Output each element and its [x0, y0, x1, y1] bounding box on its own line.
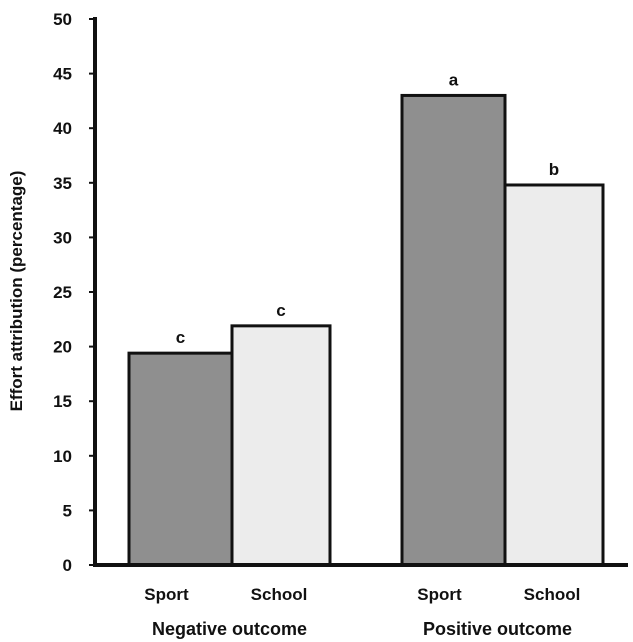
y-tick-label: 35 [53, 174, 72, 193]
y-tick-label: 50 [53, 10, 72, 29]
y-tick-label: 20 [53, 338, 72, 357]
category-labels: Sport School Sport School [144, 585, 580, 604]
bar-negative-outcome-sport [127, 351, 234, 567]
y-tick-label: 45 [53, 65, 72, 84]
category-label: School [524, 585, 581, 604]
group-labels: Negative outcome Positive outcome [152, 619, 572, 639]
category-label: School [251, 585, 308, 604]
bar-negative-outcome-school [230, 324, 332, 567]
bar-positive-outcome-sport [400, 93, 507, 567]
group-label: Negative outcome [152, 619, 307, 639]
bars-layer: c c a b [127, 70, 605, 567]
bar-positive-outcome-school [503, 183, 605, 567]
y-axis-ticks: 0 5 10 15 20 25 30 35 40 45 50 [53, 10, 95, 575]
category-label: Sport [417, 585, 462, 604]
significance-letter: b [549, 160, 559, 179]
y-tick-label: 5 [63, 501, 72, 520]
y-tick-label: 15 [53, 392, 72, 411]
y-tick-label: 0 [63, 556, 72, 575]
significance-letter: c [276, 301, 285, 320]
y-axis-title: Effort attribution (percentage) [7, 171, 26, 412]
y-tick-label: 30 [53, 228, 72, 247]
y-tick-label: 25 [53, 283, 72, 302]
significance-letter: c [176, 328, 185, 347]
y-tick-label: 10 [53, 447, 72, 466]
group-label: Positive outcome [423, 619, 572, 639]
category-label: Sport [144, 585, 189, 604]
significance-letter: a [449, 70, 459, 89]
y-tick-label: 40 [53, 119, 72, 138]
